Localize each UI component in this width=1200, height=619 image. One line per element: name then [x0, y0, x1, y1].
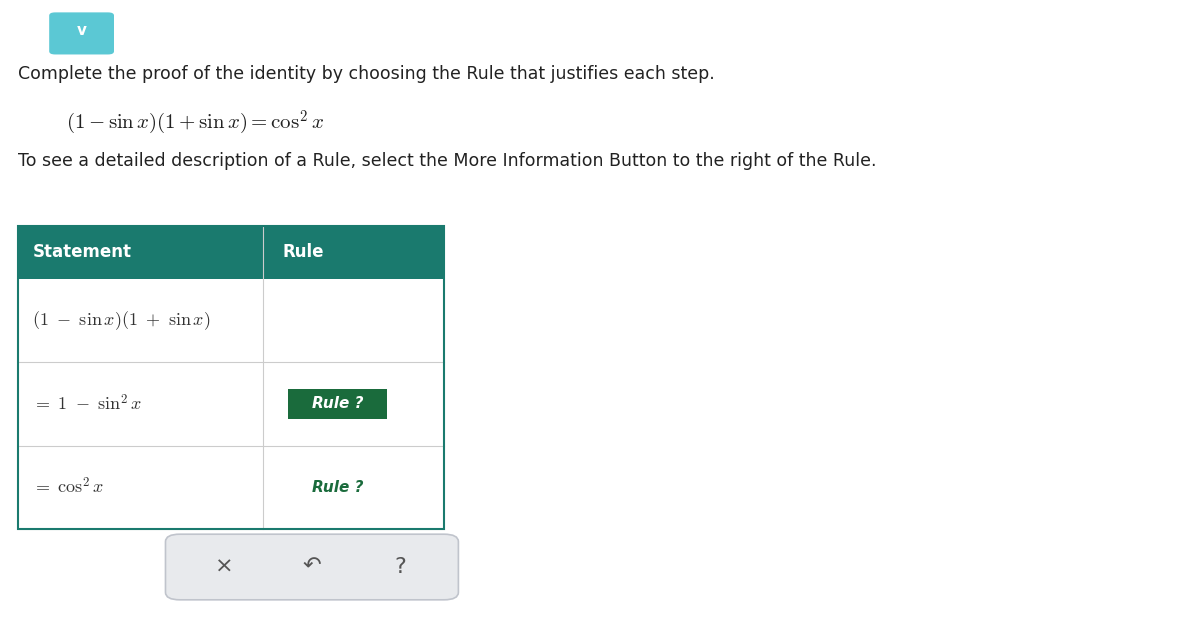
- Text: $(1-\sin x)(1+\sin x) = \cos^2 x$: $(1-\sin x)(1+\sin x) = \cos^2 x$: [66, 108, 324, 137]
- Text: $=\ \cos^2 x$: $=\ \cos^2 x$: [32, 477, 104, 498]
- Text: Statement: Statement: [32, 243, 132, 261]
- FancyBboxPatch shape: [18, 226, 444, 279]
- FancyBboxPatch shape: [49, 12, 114, 54]
- Text: $=\ 1\ -\ \sin^2 x$: $=\ 1\ -\ \sin^2 x$: [32, 394, 143, 414]
- FancyBboxPatch shape: [288, 389, 386, 419]
- FancyBboxPatch shape: [166, 534, 458, 600]
- Text: ?: ?: [394, 557, 406, 577]
- FancyBboxPatch shape: [18, 279, 444, 362]
- Text: ↶: ↶: [302, 557, 322, 577]
- Text: Rule ?: Rule ?: [312, 480, 364, 495]
- Text: Rule: Rule: [282, 243, 324, 261]
- FancyBboxPatch shape: [18, 446, 444, 529]
- Text: $(1\ -\ \sin x)(1\ +\ \sin x)$: $(1\ -\ \sin x)(1\ +\ \sin x)$: [32, 309, 211, 332]
- Text: Rule ?: Rule ?: [312, 396, 364, 412]
- FancyBboxPatch shape: [18, 362, 444, 446]
- Text: ×: ×: [215, 557, 233, 577]
- Text: To see a detailed description of a Rule, select the More Information Button to t: To see a detailed description of a Rule,…: [18, 152, 876, 170]
- Text: v: v: [77, 24, 86, 38]
- Text: Complete the proof of the identity by choosing the Rule that justifies each step: Complete the proof of the identity by ch…: [18, 65, 715, 83]
